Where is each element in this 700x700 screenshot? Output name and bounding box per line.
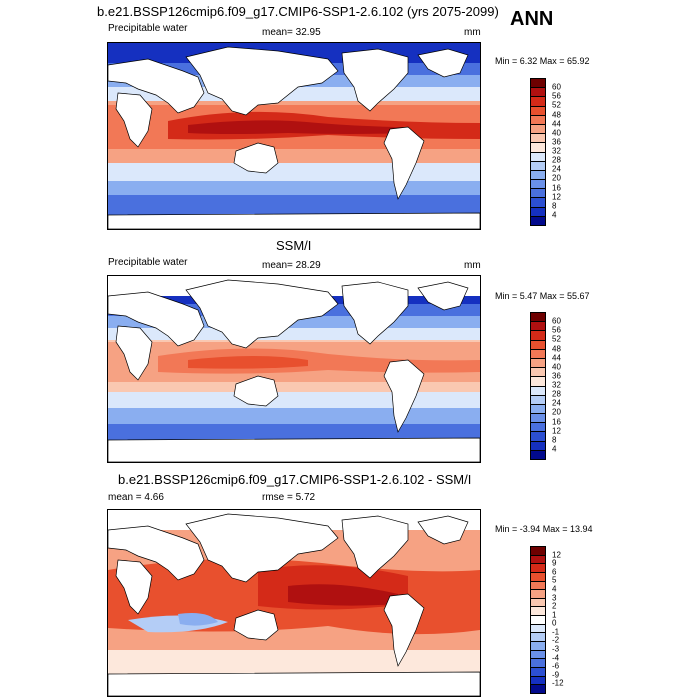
panel2-minmax: Min = 5.47 Max = 55.67 bbox=[495, 291, 590, 301]
cbar-label: 32 bbox=[552, 146, 561, 156]
cbar-label: -1 bbox=[552, 627, 560, 637]
cbar-label: 12 bbox=[552, 192, 561, 202]
panel1-map bbox=[107, 42, 481, 230]
cbar-label: 52 bbox=[552, 100, 561, 110]
season-label: ANN bbox=[510, 8, 554, 30]
panel3-colorbar bbox=[530, 546, 546, 694]
cbar-label: 3 bbox=[552, 593, 557, 603]
cbar-label: 36 bbox=[552, 137, 561, 147]
panel1-mean: mean= 32.95 bbox=[262, 27, 321, 38]
cbar-label: 2 bbox=[552, 601, 557, 611]
cbar-label: 9 bbox=[552, 558, 557, 568]
panel2-map bbox=[107, 275, 481, 463]
cbar-label: 8 bbox=[552, 201, 557, 211]
panel2-mean: mean= 28.29 bbox=[262, 260, 321, 271]
panel3-rmse: rmse = 5.72 bbox=[262, 492, 316, 503]
panel1-title: b.e21.BSSP126cmip6.f09_g17.CMIP6-SSP1-2.… bbox=[97, 4, 499, 19]
panel2-title: SSM/I bbox=[276, 238, 312, 253]
cbar-label: 0 bbox=[552, 618, 557, 628]
cbar-label: 44 bbox=[552, 353, 561, 363]
cbar-label: -6 bbox=[552, 661, 560, 671]
cbar-label: 40 bbox=[552, 128, 561, 138]
cbar-label: 24 bbox=[552, 164, 561, 174]
cbar-label: 12 bbox=[552, 426, 561, 436]
panel2-colorbar bbox=[530, 312, 546, 460]
cbar-label: -9 bbox=[552, 670, 560, 680]
cbar-label: 24 bbox=[552, 398, 561, 408]
cbar-label: -3 bbox=[552, 644, 560, 654]
panel3-minmax: Min = -3.94 Max = 13.94 bbox=[495, 524, 593, 534]
cbar-label: 32 bbox=[552, 380, 561, 390]
cbar-label: 16 bbox=[552, 183, 561, 192]
cbar-label: 4 bbox=[552, 584, 557, 594]
panel3-title: b.e21.BSSP126cmip6.f09_g17.CMIP6-SSP1-2.… bbox=[118, 472, 472, 487]
cbar-label: 20 bbox=[552, 173, 561, 183]
panel2-variable: Precipitable water bbox=[108, 257, 188, 268]
cbar-label: 12 bbox=[552, 550, 561, 560]
cbar-label: 56 bbox=[552, 91, 561, 101]
cbar-label: 60 bbox=[552, 82, 561, 92]
cbar-label: 40 bbox=[552, 362, 561, 372]
cbar-label: 56 bbox=[552, 325, 561, 335]
cbar-label: 20 bbox=[552, 407, 561, 417]
panel3-map-svg bbox=[108, 510, 480, 696]
cbar-label: 36 bbox=[552, 371, 561, 381]
cbar-label: 44 bbox=[552, 119, 561, 129]
cbar-label: 1 bbox=[552, 610, 557, 620]
cbar-label: 28 bbox=[552, 155, 561, 165]
cbar-label: 8 bbox=[552, 435, 557, 445]
cbar-label: -4 bbox=[552, 653, 560, 663]
cbar-label: 28 bbox=[552, 389, 561, 399]
panel3-mean: mean = 4.66 bbox=[108, 492, 164, 503]
cbar-label: 4 bbox=[552, 444, 557, 454]
cbar-label: -12 bbox=[552, 678, 564, 688]
panel3-map bbox=[107, 509, 481, 697]
cbar-label: 5 bbox=[552, 575, 557, 585]
panel1-map-svg bbox=[108, 43, 480, 229]
panel1-colorbar bbox=[530, 78, 546, 226]
cbar-label: -2 bbox=[552, 635, 560, 645]
panel2-units: mm bbox=[464, 260, 481, 271]
panel1-variable: Precipitable water bbox=[108, 23, 188, 34]
cbar-label: 6 bbox=[552, 567, 557, 577]
cbar-label: 4 bbox=[552, 210, 557, 220]
cbar-label: 48 bbox=[552, 344, 561, 353]
cbar-label: 16 bbox=[552, 417, 561, 426]
cbar-label: 48 bbox=[552, 110, 561, 119]
panel1-units: mm bbox=[464, 27, 481, 38]
panel2-map-svg bbox=[108, 276, 480, 462]
cbar-label: 52 bbox=[552, 334, 561, 344]
panel1-minmax: Min = 6.32 Max = 65.92 bbox=[495, 56, 590, 66]
cbar-label: 60 bbox=[552, 316, 561, 326]
